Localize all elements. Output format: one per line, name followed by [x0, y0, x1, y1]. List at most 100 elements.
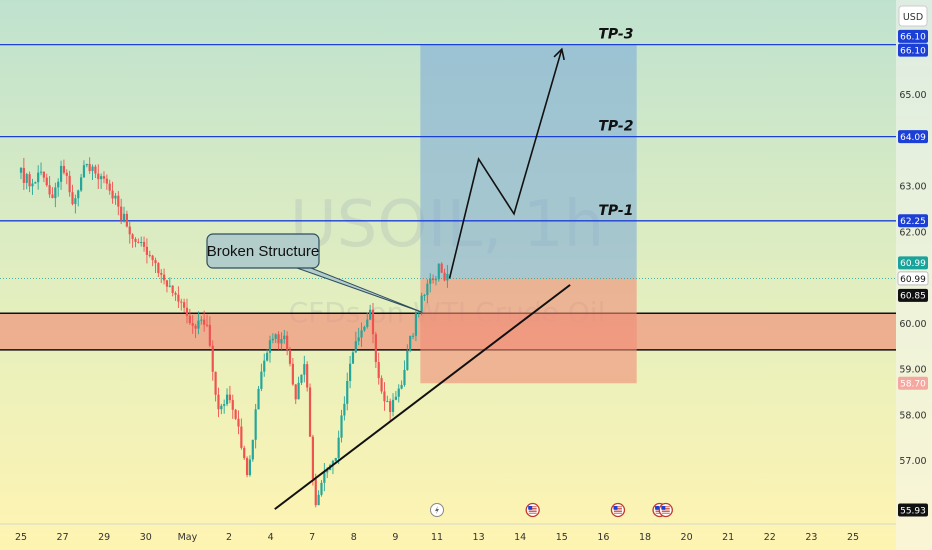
candle-body: [317, 494, 320, 506]
price-tag-label: 58.70: [900, 380, 926, 390]
lightning-icon-bolt: [435, 506, 439, 514]
candle-body: [414, 313, 418, 336]
candle-body: [74, 198, 77, 205]
candle-body: [102, 176, 106, 179]
price-tag-label: 66.10: [900, 33, 926, 43]
candle-body: [22, 167, 25, 183]
candle-body: [65, 172, 68, 176]
us-flag-icon-canton: [613, 506, 618, 510]
candle-body: [214, 371, 217, 395]
candle-body: [208, 324, 211, 346]
candle-body: [254, 409, 257, 440]
tp-label: TP-1: [598, 203, 633, 219]
price-tag: 55.93: [898, 503, 928, 517]
candle-body: [188, 315, 191, 324]
candle-body: [314, 478, 317, 506]
candle-body: [291, 363, 294, 385]
candle-body: [94, 166, 97, 174]
candle-body: [274, 334, 277, 339]
candle-body: [205, 324, 209, 326]
candle-body: [440, 263, 443, 273]
currency-label: USD: [903, 12, 923, 23]
price-tag-box: [898, 130, 928, 144]
time-tick-label: 27: [57, 532, 69, 543]
zones-layer: [0, 44, 896, 384]
time-tick-label: 11: [431, 532, 443, 543]
candle-body: [105, 178, 108, 184]
time-tick-label: May: [178, 532, 198, 543]
candle-body: [380, 378, 383, 392]
candle-body: [51, 194, 54, 199]
price-axis[interactable]: USD 65.0063.0062.0060.0059.0058.0057.00 …: [896, 0, 932, 550]
candle-body: [220, 405, 223, 410]
candle-body: [168, 285, 171, 287]
candle-body: [394, 396, 397, 400]
candle-body: [437, 263, 440, 280]
candle-body: [349, 363, 352, 381]
price-tag-label: 55.93: [900, 506, 926, 516]
candle-body: [79, 177, 83, 191]
price-tag-box: [898, 214, 928, 228]
candle-body: [391, 399, 395, 412]
candle-body: [308, 387, 312, 437]
price-axis-ticks: 65.00 63.00 62.00 60.00 59.00 58.00 57.00: [899, 90, 926, 467]
candle-body: [25, 174, 28, 183]
candle-body: [177, 294, 180, 302]
candle-body: [303, 364, 306, 375]
time-tick-label: 7: [309, 532, 315, 543]
price-tag-label: 60.99: [900, 259, 926, 269]
candle-body: [245, 458, 249, 476]
candle-body: [225, 394, 229, 405]
candle-body: [263, 360, 266, 372]
us-flag-icon-canton: [528, 506, 533, 510]
candle-body: [197, 320, 200, 329]
price-tag-box: [898, 43, 928, 57]
time-tick-label: 21: [722, 532, 734, 543]
time-tick-label: 29: [98, 532, 110, 543]
price-tick-label: 62.00: [899, 227, 926, 238]
candle-body: [122, 213, 126, 221]
candle-body: [240, 426, 243, 448]
lightning-icon: [430, 503, 444, 517]
candle-body: [157, 263, 160, 274]
time-axis-ticks: 25 27 29 30 May 2 4 7 8 9 11 13 14 15 16 18 20 21 22 23 25: [15, 532, 859, 543]
candle-body: [59, 165, 63, 182]
price-tick-label: 57.00: [899, 456, 926, 467]
projection-arrow-head: [553, 47, 565, 61]
candle-body: [154, 260, 157, 264]
tp-label: TP-3: [598, 27, 633, 43]
callout-box: [206, 233, 320, 269]
candle-body: [288, 349, 292, 364]
candle-body: [360, 330, 363, 338]
candle-body: [148, 254, 151, 256]
candle-body: [171, 285, 174, 293]
price-tag: 60.99: [898, 256, 928, 270]
candle-body: [363, 326, 366, 331]
stop-zone: [420, 278, 637, 384]
price-tag: 60.99: [897, 271, 929, 286]
price-tag-label: 60.85: [900, 292, 926, 302]
callout-label: Broken Structure: [207, 243, 320, 260]
candle-body: [323, 472, 326, 483]
candle-body: [203, 319, 206, 325]
candle-body: [366, 319, 369, 327]
candle-body: [183, 302, 186, 308]
candle-body: [386, 401, 389, 403]
candle-body: [91, 166, 94, 172]
candle-body: [108, 183, 111, 191]
candle-body: [277, 334, 280, 344]
candle-body: [266, 352, 269, 361]
projection-arrow-path: [448, 48, 563, 279]
time-tick-label: 4: [268, 532, 274, 543]
price-tag-label: 60.99: [900, 275, 926, 285]
candle-body: [426, 283, 429, 296]
candle-body: [434, 279, 438, 281]
currency-box[interactable]: [898, 5, 928, 27]
price-tag: 62.25: [898, 214, 928, 228]
candle-body: [337, 437, 340, 458]
time-tick-label: 13: [473, 532, 485, 543]
time-axis[interactable]: 25 27 29 30 May 2 4 7 8 9 11 13 14 15 16 18 20 21 22 23 25: [0, 523, 896, 543]
candle-body: [417, 311, 420, 314]
candle-body: [397, 388, 400, 397]
